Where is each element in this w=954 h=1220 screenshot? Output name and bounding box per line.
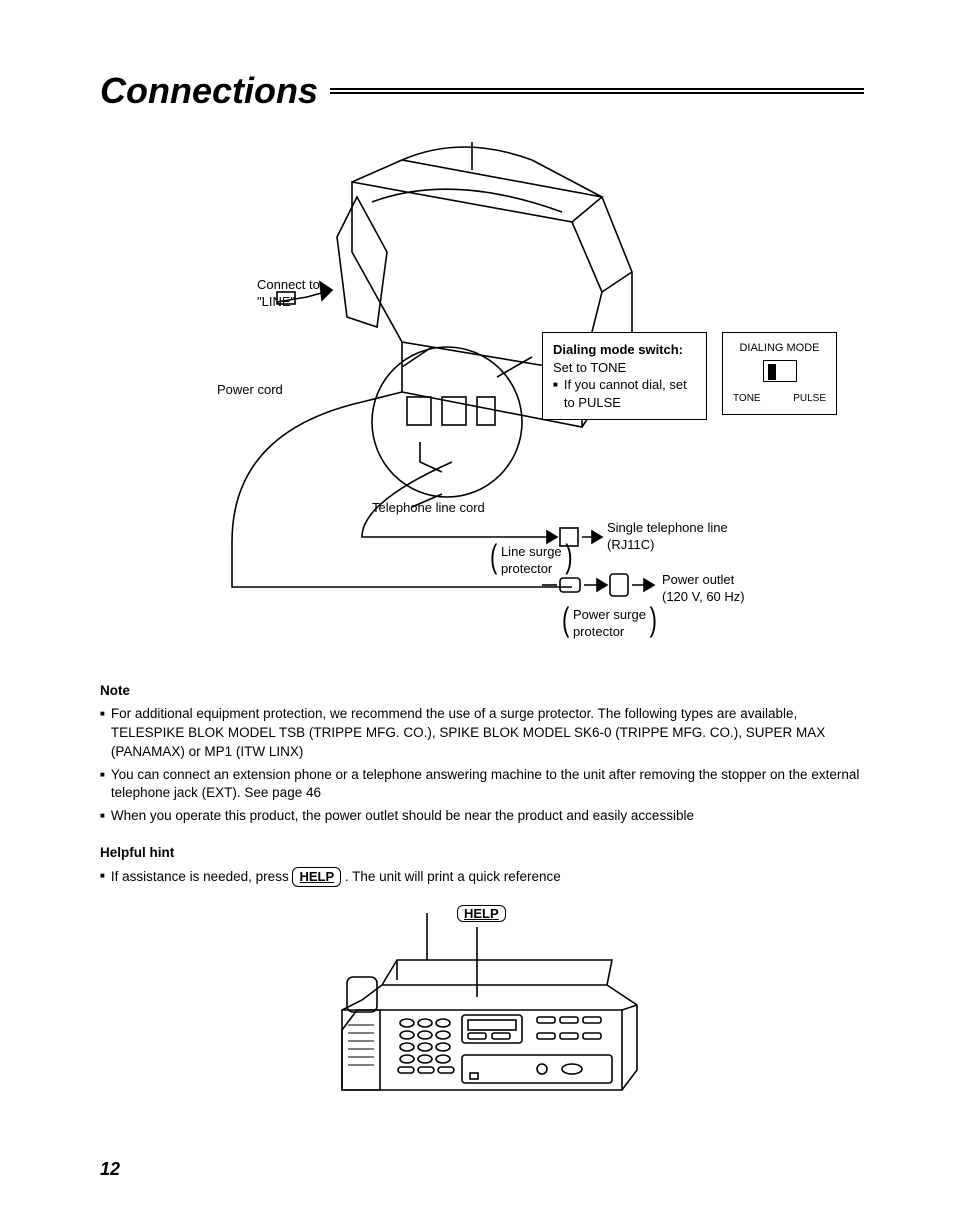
dial-line1: Set to TONE bbox=[553, 359, 696, 377]
page-title: Connections bbox=[100, 70, 318, 112]
title-rule bbox=[330, 88, 864, 94]
front-svg bbox=[312, 905, 652, 1125]
switch-icon bbox=[763, 360, 797, 382]
hint-before: If assistance is needed, press bbox=[111, 869, 293, 884]
note-b1: For additional equipment protection, we … bbox=[111, 705, 864, 762]
label-connect-line: Connect to "LINE" bbox=[257, 277, 320, 311]
label-power-surge: ( Power surge protector ) bbox=[562, 607, 657, 641]
hint-after: . The unit will print a quick reference bbox=[345, 869, 561, 884]
dial-mode-label: DIALING MODE bbox=[733, 341, 826, 356]
pulse-label: PULSE bbox=[793, 392, 826, 406]
note-b2: You can connect an extension phone or a … bbox=[111, 766, 864, 804]
front-view-diagram: HELP bbox=[312, 905, 652, 1125]
label-tel-line-cord: Telephone line cord bbox=[372, 500, 485, 517]
hint-heading: Helpful hint bbox=[100, 844, 864, 863]
help-button-inline: HELP bbox=[292, 867, 341, 887]
help-button-callout: HELP bbox=[457, 905, 506, 922]
dial-mode-box-left: Dialing mode switch: Set to TONE If you … bbox=[542, 332, 707, 420]
dial-line2: If you cannot dial, set to PULSE bbox=[564, 376, 696, 411]
label-single-line: Single telephone line (RJ11C) bbox=[607, 520, 728, 554]
page: Connections bbox=[0, 0, 954, 1220]
title-row: Connections bbox=[100, 70, 864, 112]
label-power-cord: Power cord bbox=[217, 382, 283, 399]
note-section: Note For additional equipment protection… bbox=[100, 682, 864, 826]
label-power-outlet: Power outlet (120 V, 60 Hz) bbox=[662, 572, 745, 606]
dial-mode-box-right: DIALING MODE TONE PULSE bbox=[722, 332, 837, 415]
dial-title: Dialing mode switch: bbox=[553, 342, 683, 357]
hint-line: If assistance is needed, press HELP . Th… bbox=[100, 867, 864, 887]
tone-label: TONE bbox=[733, 392, 761, 406]
hint-section: Helpful hint If assistance is needed, pr… bbox=[100, 844, 864, 887]
connections-diagram: Connect to "LINE" Power cord Telephone l… bbox=[102, 142, 862, 662]
note-b3: When you operate this product, the power… bbox=[111, 807, 694, 826]
label-line-surge: ( Line surge protector ) bbox=[490, 544, 573, 578]
note-heading: Note bbox=[100, 682, 864, 701]
page-number: 12 bbox=[100, 1159, 120, 1180]
